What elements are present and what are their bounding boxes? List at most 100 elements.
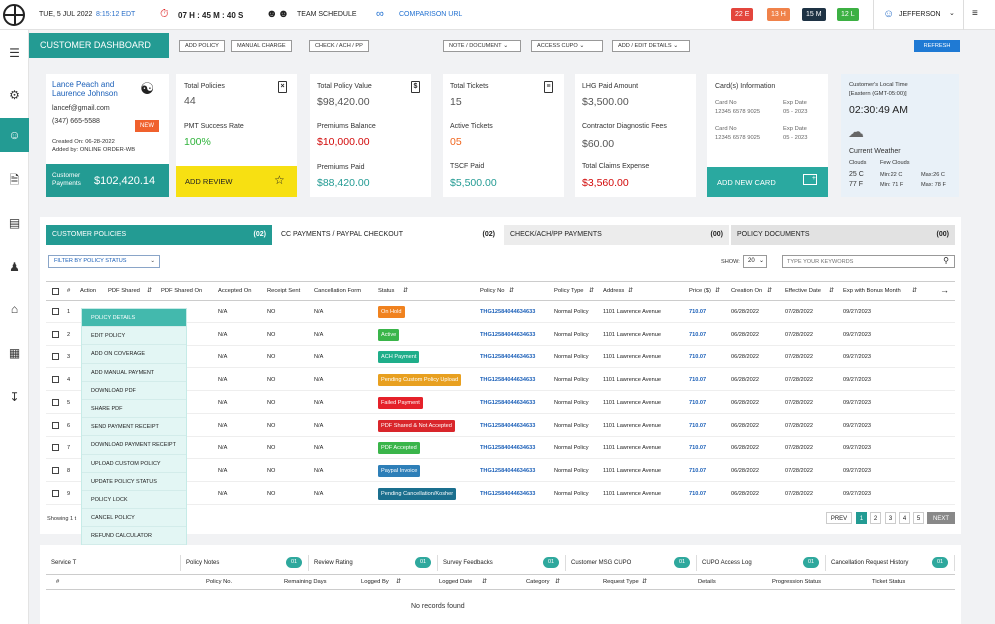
col-category[interactable]: Category — [526, 579, 550, 585]
sort-icon[interactable]: ⇵ — [396, 579, 401, 585]
counter-h[interactable]: 13 H — [767, 8, 790, 21]
manual-charge-button[interactable]: MANUAL CHARGE — [231, 40, 292, 52]
select-all-checkbox[interactable] — [52, 288, 59, 295]
page-size-select[interactable]: 20 ⌄ — [743, 255, 767, 268]
policy-number-link[interactable]: THG12584044634633 — [480, 445, 536, 452]
add-review-button[interactable]: ADD REVIEW ☆ — [176, 166, 297, 197]
row-checkbox[interactable] — [52, 421, 59, 429]
tab-policy-documents[interactable]: POLICY DOCUMENTS (00) — [731, 225, 955, 245]
policy-number-link[interactable]: THG12584044634633 — [480, 490, 536, 497]
col-creation-on[interactable]: Creation On — [731, 288, 763, 294]
add-policy-button[interactable]: ADD POLICY — [179, 40, 225, 52]
table-row[interactable]: 5 N/A NO N/A Failed Payment THG12584044634633… — [46, 391, 955, 414]
sort-icon[interactable]: ⇵ — [628, 288, 633, 294]
sort-icon[interactable]: ⇵ — [482, 579, 487, 585]
page-1[interactable]: 1 — [856, 512, 867, 524]
table-row[interactable]: 4 N/A NO N/A Pending Custom Policy Upload THG… — [46, 369, 955, 392]
sort-icon[interactable]: ⇵ — [767, 288, 772, 294]
search-icon[interactable]: ⚲ — [943, 256, 949, 265]
col-pdf-shared-on[interactable]: PDF Shared On — [161, 288, 203, 294]
menu-item[interactable]: CANCEL POLICY — [82, 509, 186, 528]
menu-item[interactable]: UPDATE POLICY STATUS — [82, 473, 186, 491]
row-checkbox[interactable] — [52, 308, 59, 315]
col-progression-status[interactable]: Progression Status — [772, 579, 821, 585]
price-link[interactable]: 710.07 — [689, 445, 707, 452]
access-cupo-dropdown[interactable]: ACCESS CUPO — [531, 40, 603, 52]
sort-icon[interactable]: ⇵ — [509, 288, 514, 294]
menu-item[interactable]: POLICY LOCK — [82, 491, 186, 510]
col-remaining-days[interactable]: Remaining Days — [284, 579, 327, 585]
price-link[interactable]: 710.07 — [689, 354, 707, 361]
customer-name[interactable]: Lance Peach and Laurence Johnson — [52, 80, 118, 98]
menu-item[interactable]: ADD ON COVERAGE — [82, 345, 186, 364]
user-name[interactable]: JEFFERSON — [899, 11, 941, 18]
table-row[interactable]: 8 N/A NO N/A Paypal Invoice THG12584044634633… — [46, 459, 955, 482]
col-receipt-sent[interactable]: Receipt Sent — [267, 288, 301, 294]
team-schedule-link[interactable]: TEAM SCHEDULE — [297, 11, 357, 18]
counter-m[interactable]: 15 M — [802, 8, 826, 21]
add-edit-details-dropdown[interactable]: ADD / EDIT DETAILS — [612, 40, 690, 52]
search-input[interactable] — [787, 257, 937, 266]
page-2[interactable]: 2 — [870, 512, 881, 524]
price-link[interactable]: 710.07 — [689, 399, 707, 406]
col-policy-no[interactable]: Policy No. — [206, 579, 233, 585]
tab-cc-payments[interactable]: CC PAYMENTS / PAYPAL CHECKOUT (02) — [275, 225, 501, 245]
col-address[interactable]: Address — [603, 288, 625, 294]
row-checkbox[interactable] — [52, 398, 59, 406]
sort-icon[interactable]: ⇵ — [403, 288, 408, 294]
policy-number-link[interactable]: THG12584044634633 — [480, 354, 536, 361]
menu-item[interactable]: SHARE PDF — [82, 400, 186, 419]
menu-search-icon[interactable]: ≡ — [972, 8, 978, 19]
col-pdf-shared[interactable]: PDF Shared — [108, 288, 140, 294]
row-checkbox[interactable] — [52, 376, 59, 384]
row-checkbox[interactable] — [52, 444, 59, 452]
store-icon[interactable]: ▦ — [8, 346, 21, 360]
menu-item[interactable]: EDIT POLICY — [82, 327, 186, 346]
policy-number-link[interactable]: THG12584044634633 — [480, 422, 536, 429]
col-status[interactable]: Status — [378, 288, 395, 294]
page-3[interactable]: 3 — [885, 512, 896, 524]
page-5[interactable]: 5 — [913, 512, 924, 524]
prev-button[interactable]: PREV — [826, 512, 852, 524]
menu-item[interactable]: REFUND CALCULATOR — [82, 527, 186, 546]
service-tab[interactable]: CUPO Access Log 01 — [697, 555, 826, 571]
add-new-card-button[interactable]: ADD NEW CARD + — [707, 167, 828, 197]
policy-number-link[interactable]: THG12584044634633 — [480, 331, 536, 338]
col-logged-date[interactable]: Logged Date — [439, 579, 473, 585]
sort-icon[interactable]: ⇵ — [642, 579, 647, 585]
row-checkbox[interactable] — [52, 466, 59, 474]
col-cancellation-form[interactable]: Cancellation Form — [314, 288, 362, 294]
next-button[interactable]: NEXT — [927, 512, 955, 524]
price-link[interactable]: 710.07 — [689, 309, 707, 315]
menu-item[interactable]: ADD MANUAL PAYMENT — [82, 364, 186, 382]
document-icon[interactable]: ▤ — [8, 216, 21, 230]
price-link[interactable]: 710.07 — [689, 422, 707, 429]
counter-e[interactable]: 22 E — [731, 8, 754, 21]
service-tab[interactable]: Survey Feedbacks 01 — [438, 555, 566, 571]
col-price[interactable]: Price ($) — [689, 288, 711, 294]
row-checkbox[interactable] — [52, 330, 59, 338]
menu-item[interactable]: POLICY DETAILS — [82, 309, 186, 328]
service-tab[interactable]: Review Rating 01 — [309, 555, 438, 571]
policy-number-link[interactable]: THG12584044634633 — [480, 467, 536, 474]
table-row[interactable]: 9 N/A NO N/A Pending Cancellation/Kosher THG1… — [46, 482, 955, 505]
sort-icon[interactable]: ⇵ — [829, 288, 834, 294]
col-request-type[interactable]: Request Type — [603, 579, 639, 585]
row-checkbox[interactable] — [52, 489, 59, 497]
col-ticket-status[interactable]: Ticket Status — [872, 579, 906, 585]
menu-item[interactable]: SEND PAYMENT RECEIPT — [82, 418, 186, 437]
customer-icon[interactable]: ☺ — [0, 118, 29, 152]
download-icon[interactable]: ↧ — [9, 390, 20, 404]
service-tab[interactable]: Customer MSG CUPO 01 — [566, 555, 697, 571]
refresh-button[interactable]: REFRESH — [914, 40, 960, 52]
sliders-icon[interactable]: ☰ — [9, 46, 20, 60]
policy-status-filter[interactable]: FILTER BY POLICY STATUS ⌄ — [48, 255, 160, 268]
price-link[interactable]: 710.07 — [689, 377, 707, 384]
users-icon[interactable]: ♟ — [9, 260, 20, 274]
sort-icon[interactable]: ⇵ — [715, 288, 720, 294]
price-link[interactable]: 710.07 — [689, 331, 707, 338]
search-box[interactable]: ⚲ — [782, 255, 955, 268]
col-effective-date[interactable]: Effective Date — [785, 288, 821, 294]
tab-customer-policies[interactable]: CUSTOMER POLICIES (02) — [46, 225, 272, 245]
counter-l[interactable]: 12 L — [837, 8, 859, 21]
